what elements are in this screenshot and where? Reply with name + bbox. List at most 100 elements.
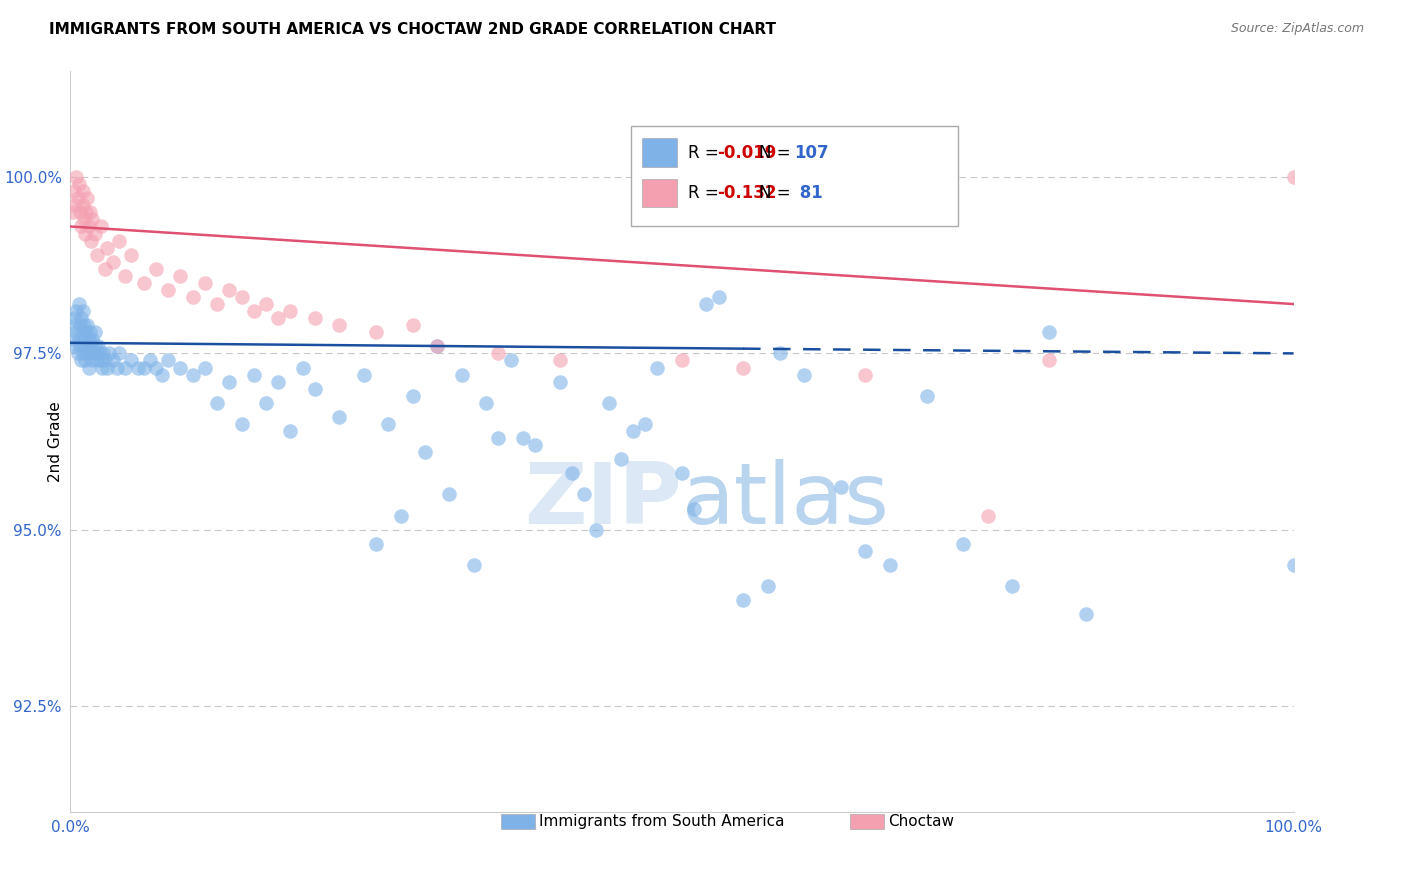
Point [90, 353, 112, 368]
Text: -0.019: -0.019 [717, 144, 776, 161]
Point [72, 198, 94, 212]
Point [62, 332, 84, 346]
Point [101, 254, 124, 268]
Point [65, 325, 87, 339]
Point [127, 360, 149, 375]
Point [1282, 170, 1305, 185]
Point [65, 170, 87, 185]
Point [634, 417, 657, 431]
Point [366, 537, 388, 551]
Point [114, 360, 136, 375]
Point [291, 360, 314, 375]
Text: -0.132: -0.132 [717, 184, 776, 202]
Point [855, 544, 877, 558]
Point [69, 318, 91, 333]
Point [121, 353, 143, 368]
Point [328, 318, 350, 333]
Point [548, 353, 571, 368]
Point [194, 276, 217, 290]
Point [73, 227, 96, 241]
Point [72, 184, 94, 198]
Point [205, 297, 228, 311]
Point [169, 268, 191, 283]
Point [72, 304, 94, 318]
Point [304, 311, 326, 326]
Point [91, 346, 114, 360]
Point [105, 360, 128, 375]
Point [73, 332, 96, 346]
Point [426, 339, 449, 353]
Point [63, 318, 86, 333]
Point [169, 360, 191, 375]
Point [243, 368, 266, 382]
Point [598, 396, 620, 410]
Point [63, 184, 86, 198]
Point [254, 396, 277, 410]
Point [280, 304, 302, 318]
Point [488, 346, 510, 360]
Point [353, 368, 375, 382]
Point [402, 318, 425, 333]
Point [63, 198, 86, 212]
Point [63, 339, 86, 353]
Text: IMMIGRANTS FROM SOUTH AMERICA VS CHOCTAW 2ND GRADE CORRELATION CHART: IMMIGRANTS FROM SOUTH AMERICA VS CHOCTAW… [49, 22, 776, 37]
Point [91, 360, 114, 375]
Point [952, 537, 974, 551]
Point [280, 424, 302, 438]
Point [976, 508, 998, 523]
Point [75, 346, 97, 360]
Point [108, 346, 131, 360]
Point [82, 212, 104, 227]
Point [231, 417, 253, 431]
Y-axis label: 2nd Grade: 2nd Grade [48, 401, 63, 482]
Point [75, 325, 97, 339]
Point [70, 311, 93, 326]
Point [377, 417, 399, 431]
Point [83, 325, 105, 339]
Point [231, 290, 253, 304]
Point [157, 353, 180, 368]
Point [96, 241, 118, 255]
Point [86, 353, 108, 368]
Point [70, 219, 93, 234]
Point [621, 424, 644, 438]
Point [426, 339, 449, 353]
Point [66, 346, 89, 360]
Point [157, 283, 180, 297]
Point [80, 234, 103, 248]
Point [86, 248, 108, 262]
Point [132, 276, 155, 290]
Point [108, 234, 131, 248]
Point [683, 501, 706, 516]
Point [1038, 353, 1060, 368]
Point [145, 261, 167, 276]
Point [69, 339, 91, 353]
Point [218, 375, 240, 389]
Point [72, 325, 94, 339]
Point [66, 191, 89, 205]
Point [304, 382, 326, 396]
Point [585, 523, 607, 537]
Point [1074, 607, 1097, 622]
Point [1001, 579, 1024, 593]
Point [82, 353, 104, 368]
Point [77, 219, 100, 234]
Point [145, 360, 167, 375]
Text: R =: R = [688, 184, 724, 202]
Point [855, 368, 877, 382]
Point [463, 558, 485, 572]
Point [62, 205, 84, 219]
Point [707, 290, 730, 304]
Point [671, 353, 693, 368]
Point [267, 311, 290, 326]
Point [450, 368, 472, 382]
Point [96, 360, 118, 375]
Point [769, 346, 792, 360]
Point [80, 339, 103, 353]
Point [83, 227, 105, 241]
Text: ZIP: ZIP [524, 459, 682, 542]
Point [76, 318, 98, 333]
Point [139, 353, 162, 368]
Point [915, 389, 938, 403]
Text: Choctaw: Choctaw [889, 814, 953, 829]
